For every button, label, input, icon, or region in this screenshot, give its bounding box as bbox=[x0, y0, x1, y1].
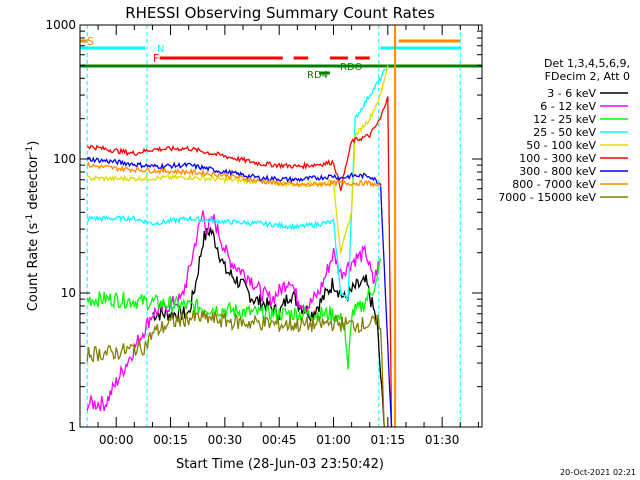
y-label-sup2: -1 bbox=[25, 146, 35, 155]
timestamp: 20-Oct-2021 02:21 bbox=[560, 468, 636, 477]
svg-text:Count Rate (s-1 detector-1): Count Rate (s-1 detector-1) bbox=[25, 141, 41, 312]
legend-label-7000-15000: 7000 - 15000 keV bbox=[498, 191, 596, 204]
legend-label-50-100: 50 - 100 keV bbox=[526, 139, 596, 152]
series-line-12-25 bbox=[86, 258, 382, 370]
flag-label-rd4: RD4 bbox=[307, 70, 328, 81]
x-tick-label: 00:45 bbox=[262, 433, 297, 447]
plot-frame bbox=[79, 24, 483, 428]
series-line-7000-15000 bbox=[86, 310, 385, 427]
legend-label-300-800: 300 - 800 keV bbox=[519, 165, 596, 178]
y-tick-label: 1000 bbox=[45, 18, 76, 32]
event-lines bbox=[86, 25, 461, 427]
y-label-sup1: -1 bbox=[25, 214, 35, 223]
series-line-50-100 bbox=[87, 65, 389, 254]
x-tick-label: 00:30 bbox=[208, 433, 243, 447]
series-line-300-800 bbox=[86, 156, 393, 427]
legend-label-800-7000: 800 - 7000 keV bbox=[512, 178, 596, 191]
y-label-end: ) bbox=[26, 141, 41, 146]
x-tick-label: 00:15 bbox=[153, 433, 188, 447]
chart-title: RHESSI Observing Summary Count Rates bbox=[125, 4, 435, 22]
x-tick-label: 01:00 bbox=[316, 433, 351, 447]
flag-label-rdo: RDO bbox=[340, 62, 363, 73]
legend-header-1: Det 1,3,4,5,6,9, bbox=[544, 57, 630, 70]
legend-label-3-6: 3 - 6 keV bbox=[547, 87, 596, 100]
y-tick-label: 1 bbox=[68, 420, 76, 434]
series-line-100-300 bbox=[86, 96, 393, 427]
y-tick-label: 100 bbox=[53, 152, 76, 166]
series-line-6-12 bbox=[86, 210, 382, 412]
y-label-main: Count Rate (s bbox=[26, 223, 41, 312]
y-tick-label: 10 bbox=[61, 286, 76, 300]
y-axis-label: Count Rate (s-1 detector-1) bbox=[25, 141, 41, 312]
flag-label-s: S bbox=[87, 35, 94, 48]
series-line-25-50 bbox=[86, 65, 389, 302]
legend-header-2: FDecim 2, Att 0 bbox=[545, 70, 630, 83]
x-tick-label: 00:00 bbox=[99, 433, 134, 447]
legend-label-6-12: 6 - 12 keV bbox=[540, 100, 596, 113]
axes: 1 10 100 1000 00:00 00:15 00:30 00:45 01:00 01:15… bbox=[45, 18, 482, 447]
x-tick-label: 01:15 bbox=[371, 433, 406, 447]
series-line-800-7000 bbox=[86, 161, 382, 188]
series-lines bbox=[86, 65, 393, 427]
x-tick-label: 01:30 bbox=[425, 433, 460, 447]
y-label-mid: detector bbox=[26, 154, 41, 214]
legend-label-25-50: 25 - 50 keV bbox=[533, 126, 596, 139]
legend-label-100-300: 100 - 300 keV bbox=[519, 152, 596, 165]
flag-label-f: F bbox=[153, 52, 159, 65]
x-axis-label: Start Time (28-Jun-03 23:50:42) bbox=[176, 457, 384, 472]
flag-bars bbox=[80, 39, 482, 75]
flag-label-n: N bbox=[157, 44, 164, 55]
legend-label-12-25: 12 - 25 keV bbox=[533, 113, 596, 126]
